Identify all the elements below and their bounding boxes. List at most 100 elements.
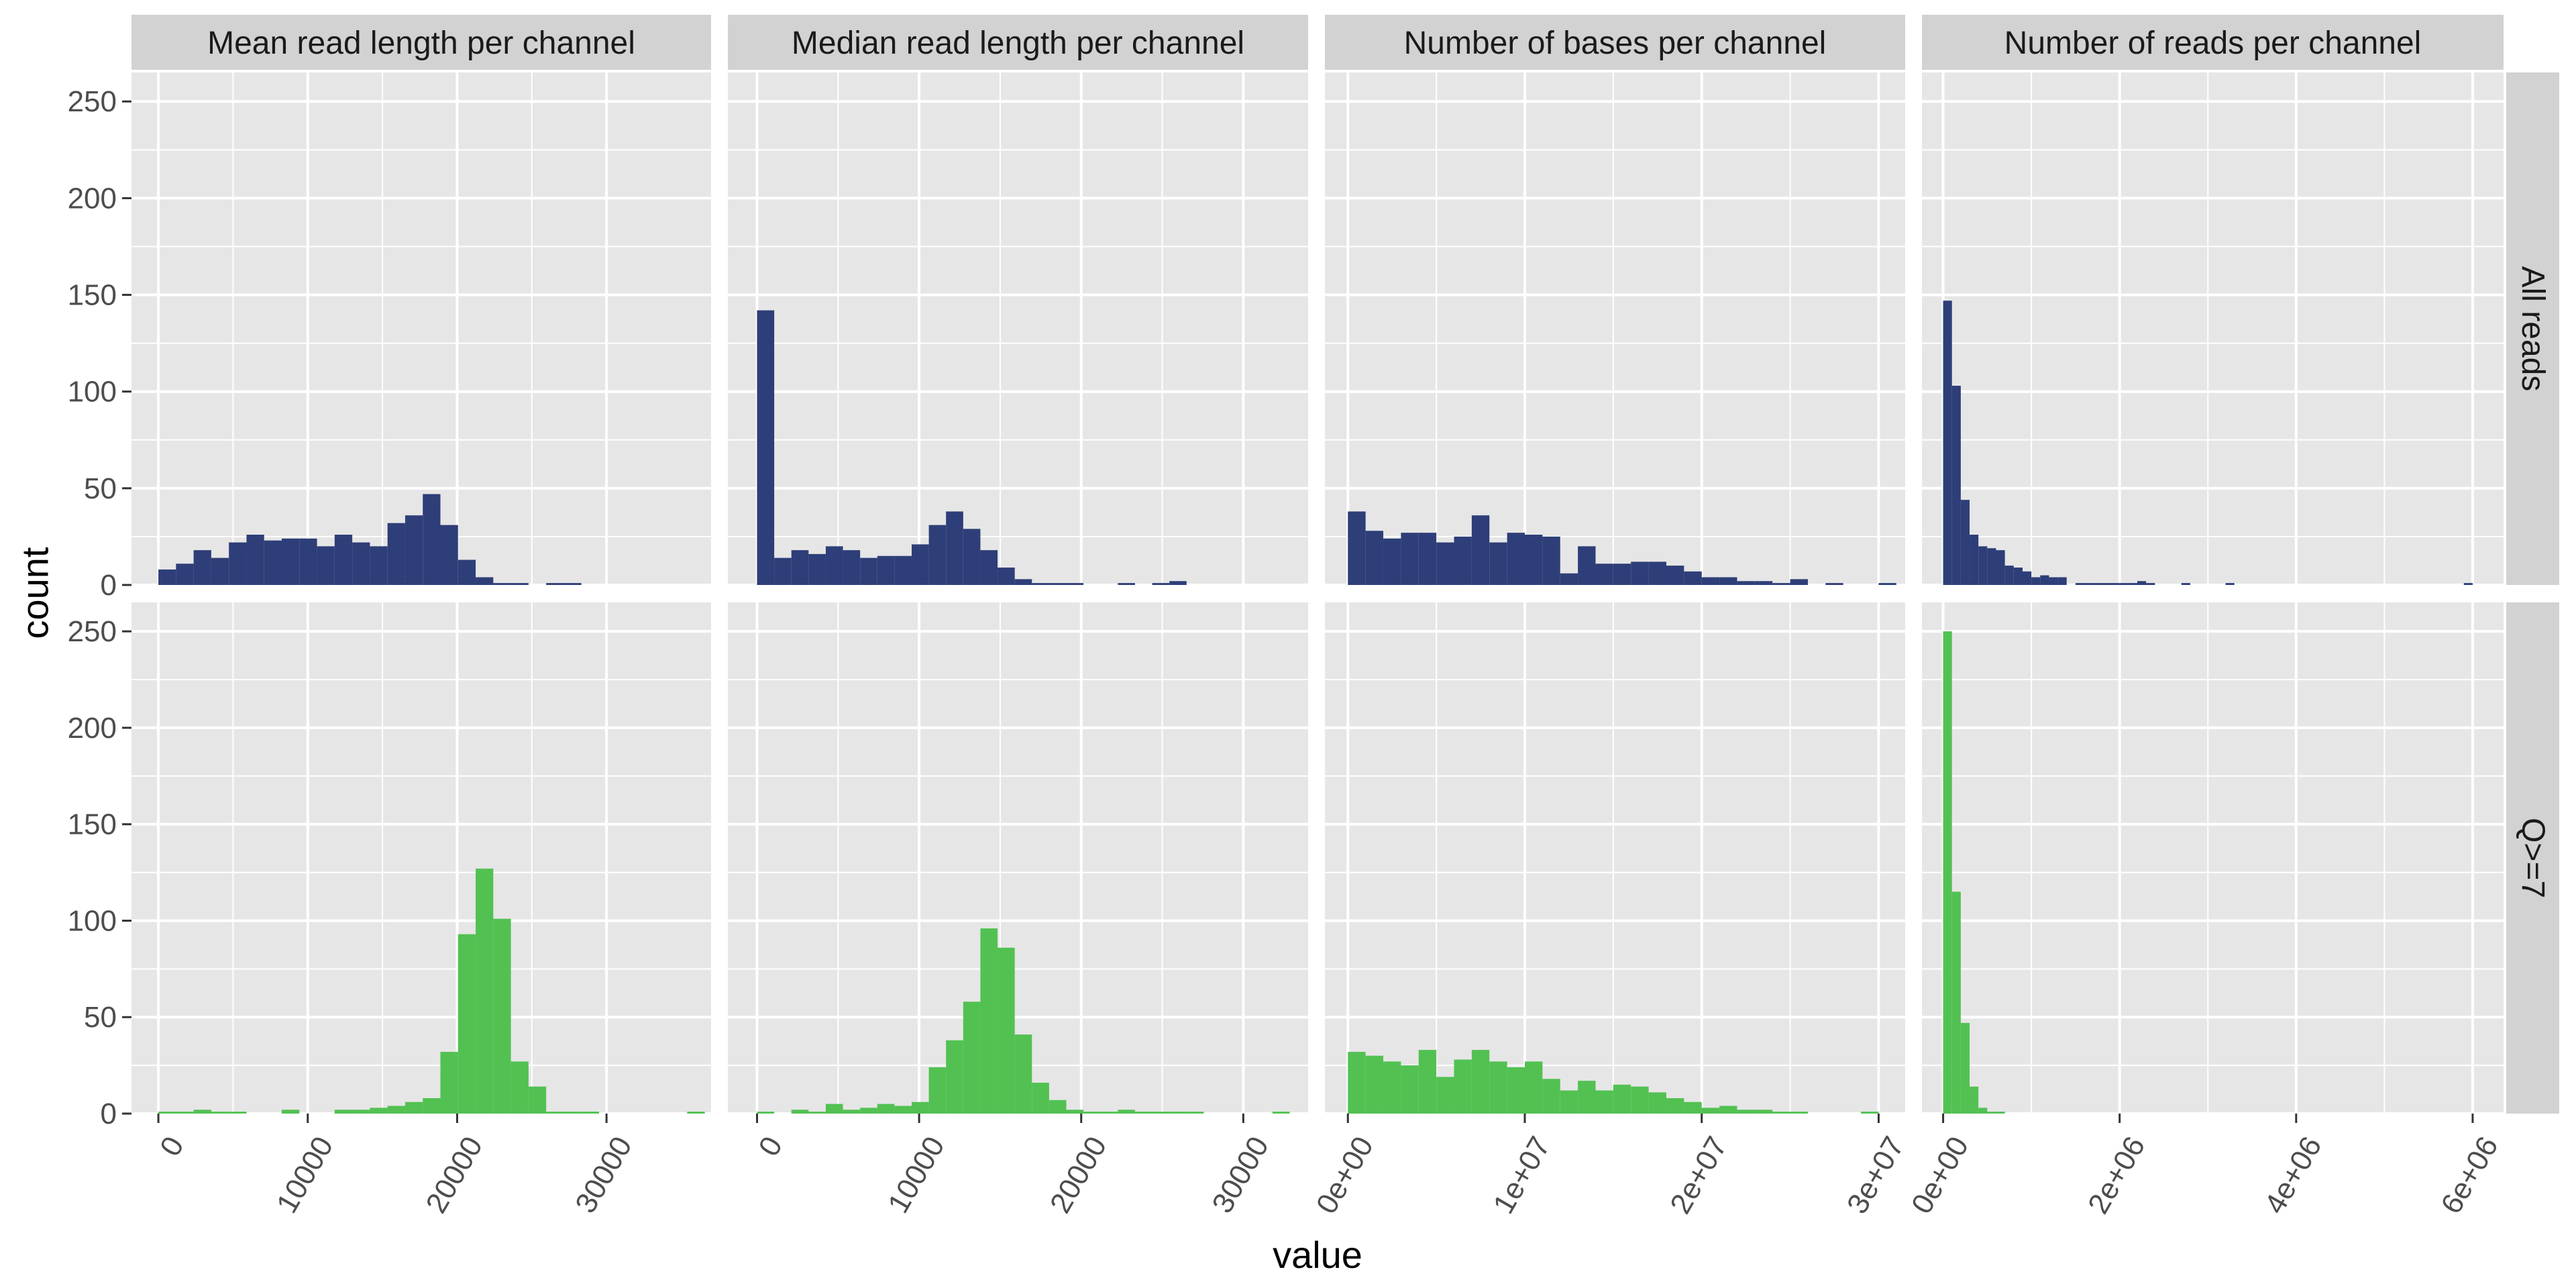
histogram-bar <box>980 928 998 1114</box>
histogram-bar <box>843 1110 861 1114</box>
histogram-bar <box>1401 533 1419 585</box>
histogram-bar <box>1348 1051 1366 1114</box>
panel-background <box>131 72 711 585</box>
histogram-bar <box>352 1110 370 1114</box>
histogram-bar <box>825 1104 843 1114</box>
histogram-bar <box>808 1112 826 1114</box>
histogram-bar <box>1595 564 1613 585</box>
histogram-bar <box>493 918 511 1114</box>
histogram-bar <box>2119 583 2129 585</box>
histogram-bar <box>423 494 441 585</box>
y-tick-label: 200 <box>68 712 117 745</box>
histogram-bar <box>1631 1086 1649 1114</box>
histogram-bar <box>1790 579 1808 585</box>
histogram-bar <box>2181 583 2190 585</box>
histogram-bar <box>1454 536 1472 585</box>
x-tick-label: 20000 <box>1044 1131 1114 1218</box>
histogram-bar <box>405 515 423 585</box>
histogram-bar <box>998 568 1015 585</box>
histogram-bar <box>774 557 792 585</box>
histogram-bar <box>1489 1061 1507 1114</box>
histogram-bar <box>1436 542 1454 585</box>
histogram-bar <box>1471 515 1490 585</box>
histogram-bar <box>877 555 895 585</box>
histogram-bar <box>2004 566 2014 585</box>
histogram-bar <box>894 555 912 585</box>
histogram-bar <box>546 1112 564 1114</box>
facet-title: Median read length per channel <box>792 25 1244 61</box>
y-tick-label: 250 <box>68 85 117 118</box>
histogram-bar <box>476 577 494 585</box>
histogram-bar <box>528 1086 547 1114</box>
y-tick-label: 150 <box>68 808 117 841</box>
y-tick-label: 50 <box>84 472 117 505</box>
histogram-bar <box>860 1108 877 1114</box>
histogram-bar <box>2093 583 2102 585</box>
row-strip <box>2506 602 2559 1114</box>
histogram-bar <box>998 947 1015 1114</box>
histogram-bar <box>1152 583 1170 585</box>
y-tick-label: 250 <box>68 615 117 648</box>
facet-strip <box>728 15 1308 70</box>
histogram-bar <box>2102 583 2111 585</box>
histogram-bar <box>825 546 843 585</box>
histogram-bar <box>963 529 981 585</box>
histogram-bar <box>1083 1112 1101 1114</box>
facet-title: Number of reads per channel <box>2004 25 2422 61</box>
histogram-bar <box>511 1061 529 1114</box>
histogram-bar <box>1719 577 1737 585</box>
histogram-bar <box>1032 583 1049 585</box>
histogram-bar <box>282 1110 300 1114</box>
histogram-bar <box>1648 561 1666 585</box>
y-tick-label: 100 <box>68 904 117 937</box>
histogram-bar <box>334 1110 353 1114</box>
histogram-bar <box>1878 583 1896 585</box>
histogram-bar <box>1134 1112 1152 1114</box>
histogram-bar <box>860 557 877 585</box>
histogram-bar <box>193 550 211 585</box>
histogram-bar <box>370 546 388 585</box>
histogram-bar <box>928 1067 947 1114</box>
histogram-bar <box>1861 1112 1879 1114</box>
histogram-bar <box>2137 581 2147 585</box>
histogram-bar <box>1049 1099 1067 1114</box>
histogram-bar <box>1960 500 1970 585</box>
histogram-bar <box>564 1112 582 1114</box>
x-tick-label: 10000 <box>270 1131 340 1218</box>
histogram-bar <box>1754 1110 1773 1114</box>
histogram-bar <box>1186 1112 1204 1114</box>
histogram-bar <box>1542 1079 1560 1114</box>
histogram-bar <box>1666 1097 1684 1114</box>
row-strip <box>2506 72 2559 585</box>
facet-title: Mean read length per channel <box>207 25 635 61</box>
histogram-bar <box>317 546 335 585</box>
histogram-bar <box>387 523 405 585</box>
panel-background <box>131 602 711 1114</box>
histogram-bar <box>2013 568 2023 585</box>
x-tick-label: 0e+00 <box>1905 1131 1975 1220</box>
histogram-bar <box>1383 538 1401 585</box>
panel-background <box>1325 72 1905 585</box>
histogram-bar <box>757 310 775 585</box>
histogram-bar <box>1772 583 1790 585</box>
histogram-bar <box>440 525 458 585</box>
histogram-bar <box>687 1112 705 1114</box>
histogram-bar <box>282 538 300 585</box>
histogram-bar <box>387 1106 405 1114</box>
histogram-bar <box>1032 1082 1049 1114</box>
histogram-bar <box>1560 1090 1578 1114</box>
histogram-bar <box>1684 1102 1702 1114</box>
histogram-bar <box>1066 1110 1084 1114</box>
y-tick-label: 100 <box>68 376 117 409</box>
histogram-bar <box>1701 577 1720 585</box>
histogram-bar <box>2128 583 2138 585</box>
histogram-bar <box>1169 1112 1187 1114</box>
facet-title: Number of bases per channel <box>1404 25 1827 61</box>
histogram-bar <box>1525 535 1543 585</box>
histogram-bar <box>1987 548 1996 585</box>
histogram-bar <box>911 544 929 585</box>
histogram-bar <box>1383 1061 1401 1114</box>
x-tick-label: 2e+07 <box>1664 1131 1733 1220</box>
histogram-bar <box>1987 1112 1996 1114</box>
histogram-bar <box>352 542 370 585</box>
